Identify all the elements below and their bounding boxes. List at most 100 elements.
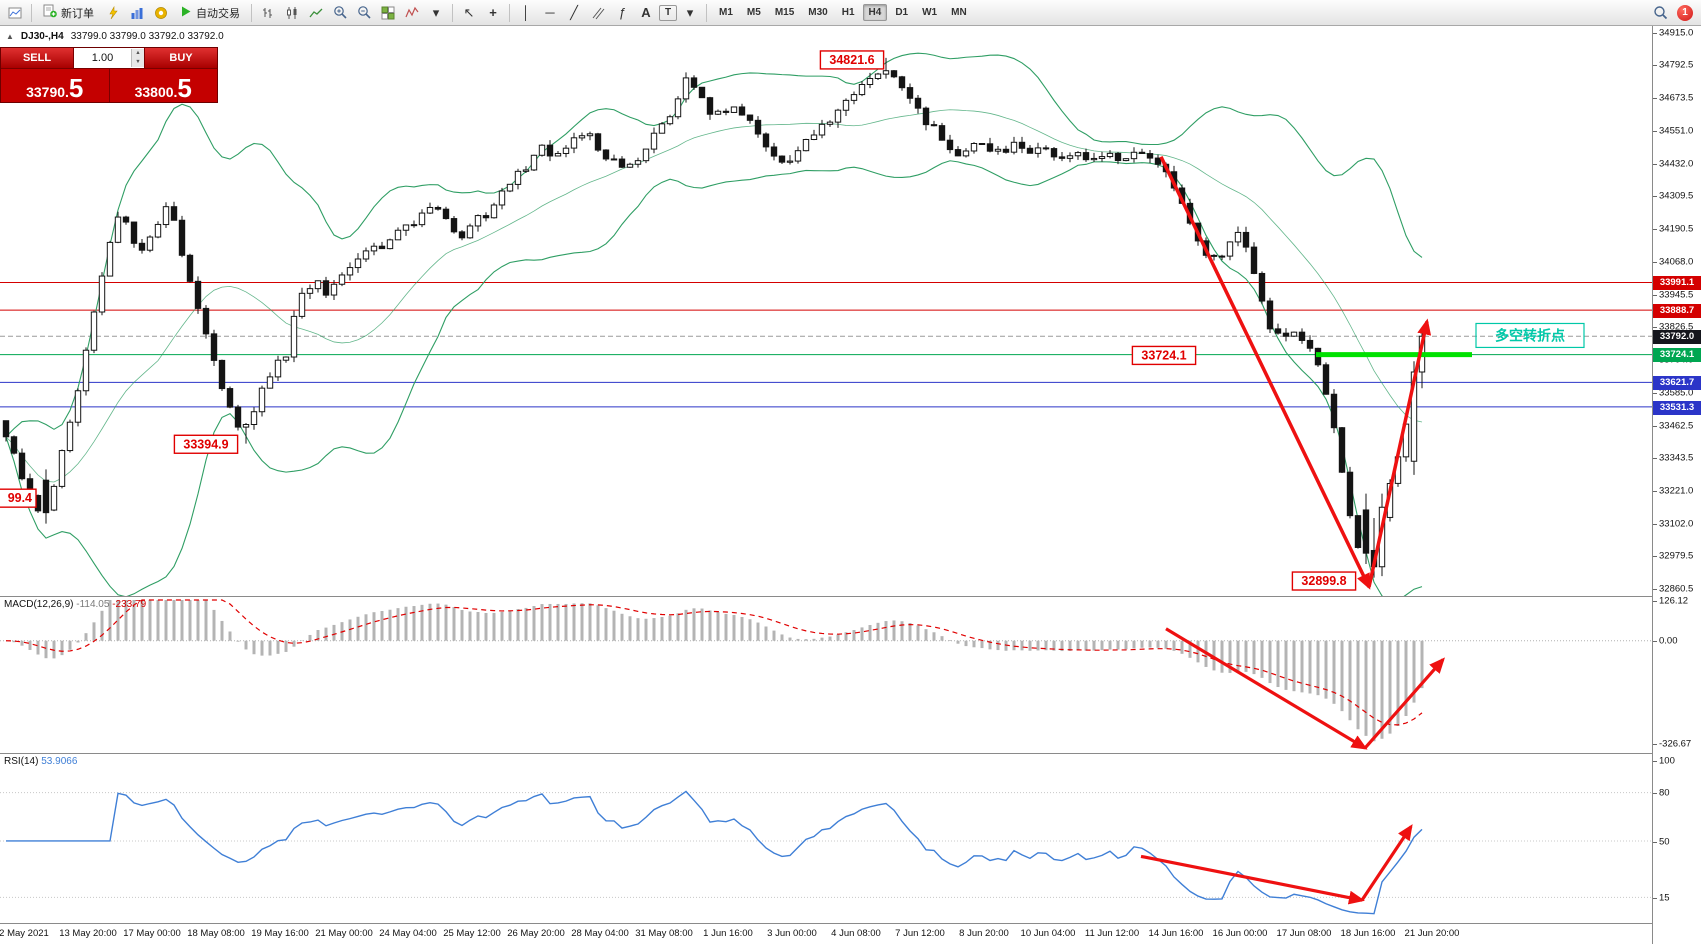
toolbar-separator — [509, 3, 510, 22]
price-level-lines[interactable] — [0, 281, 1652, 408]
price-level-chip: 33724.1 — [1653, 348, 1701, 363]
sell-button[interactable]: SELL — [1, 48, 73, 68]
volume-input[interactable]: 1.00 ▲ ▼ — [73, 48, 145, 68]
rsi-name: RSI(14) — [4, 756, 39, 767]
time-axis-label: 4 Jun 08:00 — [831, 928, 881, 939]
cursor-icon[interactable]: ↖ — [463, 5, 475, 20]
buy-button[interactable]: BUY — [145, 48, 217, 68]
rsi-label: RSI(14) 53.9066 — [4, 756, 77, 767]
volume-down-icon[interactable]: ▼ — [132, 58, 144, 68]
crosshair-icon[interactable]: + — [489, 5, 497, 20]
price-tick: 34915.0 — [1659, 27, 1694, 39]
notification-badge[interactable]: 1 — [1677, 4, 1693, 21]
price-tickmark — [1653, 491, 1657, 492]
new-chart-icon[interactable] — [4, 3, 26, 23]
volume-up-icon[interactable]: ▲ — [132, 48, 144, 58]
volume-stepper[interactable]: ▲ ▼ — [131, 48, 144, 68]
price-scale[interactable]: 34915.0 34792.5 34673.5 34551.0 34432.0 34309… — [1652, 26, 1701, 944]
price-tickmark — [1653, 327, 1657, 329]
rsi-panel[interactable]: RSI(14) 53.9066 — [0, 754, 1652, 924]
fibonacci-icon[interactable]: ƒ — [618, 5, 626, 20]
macd-trend-arrow[interactable] — [1363, 657, 1445, 750]
price-chart-canvas[interactable]: 34821.6 33724.1 33394.9 32899.8 99.4 多空转折点 — [0, 26, 1652, 596]
price-level-chip: 33621.7 — [1653, 376, 1701, 390]
shapes-dropdown-icon[interactable]: ▾ — [686, 5, 694, 20]
rsi-tick: 50 — [1659, 836, 1670, 847]
mql5-community-icon[interactable] — [150, 3, 172, 23]
timeframe-button-m5[interactable]: M5 — [746, 7, 761, 18]
timeframe-button-m1[interactable]: M1 — [719, 7, 733, 18]
indicators-icon[interactable] — [401, 3, 423, 23]
macd-canvas[interactable] — [0, 597, 1652, 753]
rsi-trend-arrow[interactable] — [1140, 854, 1365, 905]
search-icon[interactable] — [1649, 3, 1671, 23]
zoom-in-icon[interactable] — [329, 3, 351, 23]
timeframe-button-mn[interactable]: MN — [951, 7, 967, 18]
candlestick-chart-icon[interactable] — [281, 3, 303, 23]
macd-signal-line — [5, 599, 1423, 726]
sell-price[interactable]: 33790. 5 — [1, 69, 109, 102]
vertical-line-icon[interactable]: │ — [521, 5, 531, 20]
zoom-out-icon[interactable] — [353, 3, 375, 23]
price-tick: 34792.5 — [1659, 59, 1694, 71]
buy-price[interactable]: 33800. 5 — [109, 69, 217, 103]
buy-price-small: 33800. — [134, 84, 178, 100]
toolbar-separator — [31, 3, 32, 22]
trend-arrows[interactable] — [1159, 156, 1432, 590]
candlesticks — [2, 57, 1426, 578]
indicators-dropdown-icon[interactable]: ▾ — [432, 5, 440, 20]
channel-icon[interactable] — [587, 3, 609, 23]
time-axis-label: 31 May 08:00 — [635, 928, 693, 939]
sell-price-big: 5 — [68, 72, 84, 103]
price-tick: 33221.0 — [1659, 485, 1694, 497]
metaeditor-icon[interactable] — [102, 3, 124, 23]
tile-windows-icon[interactable] — [377, 3, 399, 23]
macd-tick: 126.12 — [1659, 595, 1689, 607]
price-tick: 34673.5 — [1659, 92, 1694, 104]
bar-chart-icon[interactable] — [257, 3, 279, 23]
toolbar-separator — [452, 3, 453, 22]
price-tickmark — [1653, 589, 1657, 591]
rsi-tickmark — [1653, 792, 1657, 794]
price-tick: 34432.0 — [1659, 158, 1694, 170]
time-axis-label: 26 May 20:00 — [507, 928, 565, 939]
svg-text:99.4: 99.4 — [8, 491, 32, 505]
time-axis-label: 24 May 04:00 — [379, 928, 437, 939]
macd-tick: -326.67 — [1659, 738, 1692, 749]
macd-panel[interactable]: MACD(12,26,9) -114.05 -233.79 — [0, 597, 1652, 754]
new-order-button[interactable]: 新订单 — [37, 3, 100, 23]
autotrading-button[interactable]: 自动交易 — [174, 3, 246, 23]
symbol-label: DJ30-,H4 — [20, 31, 64, 42]
timeframe-button-h4[interactable]: H4 — [862, 4, 888, 21]
rsi-tick: 15 — [1659, 892, 1670, 904]
line-chart-icon[interactable] — [305, 3, 327, 23]
trendline-icon[interactable]: ╱ — [570, 5, 578, 20]
time-axis-label: 28 May 04:00 — [571, 928, 629, 939]
svg-text:34821.6: 34821.6 — [829, 53, 874, 67]
macd-trend-arrow[interactable] — [1165, 627, 1368, 750]
timeframe-button-h1[interactable]: H1 — [841, 7, 855, 18]
label-tool-icon[interactable]: T — [659, 4, 677, 21]
time-axis[interactable]: 2 May 2021 13 May 20:00 17 May 00:00 18 May… — [0, 924, 1652, 944]
buy-price-big: 5 — [177, 72, 192, 103]
time-axis-label: 18 Jun 16:00 — [1340, 928, 1396, 939]
price-tickmark — [1653, 98, 1657, 100]
price-chart-panel[interactable]: 34821.6 33724.1 33394.9 32899.8 99.4 多空转折点 ▲ … — [0, 26, 1652, 597]
time-axis-label: 2 May 2021 — [0, 928, 49, 939]
chart-area[interactable]: 34821.6 33724.1 33394.9 32899.8 99.4 多空转折点 ▲ … — [0, 26, 1652, 944]
rsi-trend-arrow[interactable] — [1360, 824, 1413, 902]
text-tool-icon[interactable]: A — [641, 5, 651, 20]
oneclick-collapse-icon[interactable]: ▲ — [6, 32, 14, 41]
timeframe-button-w1[interactable]: W1 — [922, 7, 938, 18]
timeframe-button-d1[interactable]: D1 — [895, 7, 909, 18]
price-tickmark — [1653, 425, 1657, 427]
time-axis-label: 21 May 00:00 — [315, 928, 373, 939]
horizontal-line-icon[interactable]: ─ — [545, 5, 555, 20]
rsi-canvas[interactable] — [0, 754, 1652, 923]
time-axis-label: 14 Jun 16:00 — [1148, 928, 1204, 939]
timeframe-button-m30[interactable]: M30 — [808, 7, 828, 18]
timeframe-button-m15[interactable]: M15 — [774, 7, 795, 18]
market-watch-icon[interactable] — [126, 3, 148, 23]
macd-value-signal: -233.79 — [112, 599, 147, 610]
